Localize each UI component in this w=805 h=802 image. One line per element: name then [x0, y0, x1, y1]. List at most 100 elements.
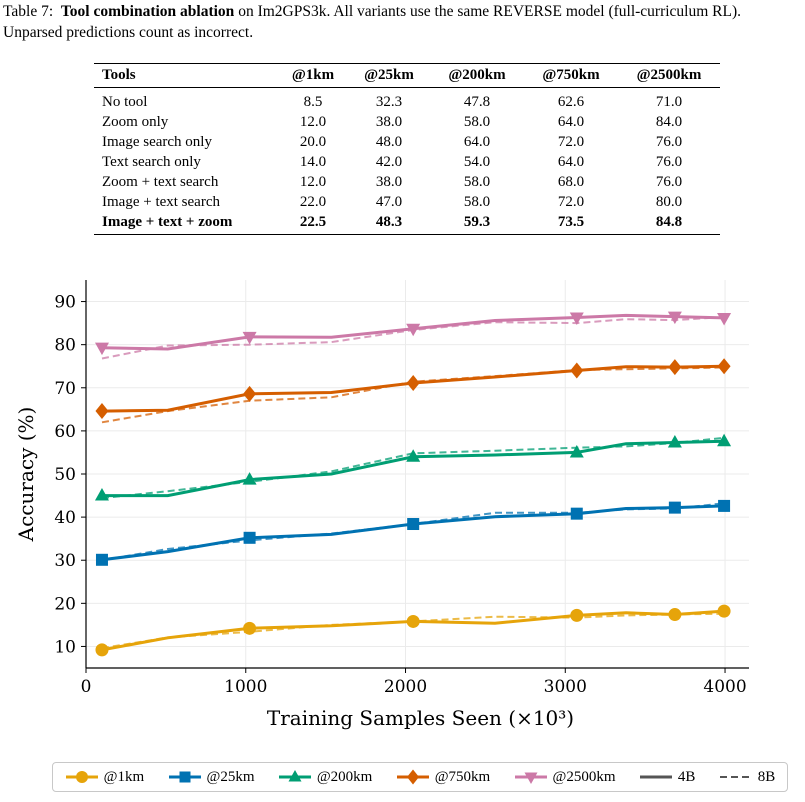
legend-swatch [396, 769, 429, 785]
series-line-4b [102, 439, 725, 498]
data-point [524, 772, 538, 784]
table-cell: 20.0 [299, 134, 327, 150]
data-point [406, 449, 421, 462]
table-cell: 8.5 [303, 94, 323, 110]
data-point [570, 507, 583, 520]
y-axis-title: Accuracy (%) [14, 407, 38, 543]
table-cell: 47.0 [375, 194, 403, 210]
data-point [179, 771, 191, 783]
table-cell: 54.0 [463, 154, 491, 170]
legend-label: 4B [677, 768, 696, 785]
legend-swatch [278, 770, 311, 782]
data-point [718, 499, 731, 512]
legend-swatch [719, 776, 752, 778]
row-label: Zoom + text search [102, 174, 219, 190]
table-cell: 48.0 [375, 134, 403, 150]
x-axis-title: Training Samples Seen (×10³) [267, 706, 574, 730]
data-point [95, 643, 109, 657]
table-cell: 76.0 [655, 134, 683, 150]
legend-label: @200km [316, 768, 373, 785]
data-point [717, 433, 732, 447]
col-header-750km: @750km [542, 67, 600, 83]
row-label: Text search only [102, 154, 201, 170]
data-point [668, 501, 681, 514]
data-point [406, 375, 420, 392]
data-point [570, 608, 584, 622]
data-point [667, 435, 682, 448]
table-cell: 47.8 [463, 94, 491, 110]
y-tick-label: 30 [54, 551, 76, 571]
series-1km [95, 604, 731, 657]
data-point [243, 385, 257, 402]
legend-item: @2500km [514, 769, 616, 786]
col-header-200km: @200km [448, 67, 506, 83]
series-line-4b [101, 609, 725, 652]
legend-item: @750km [396, 769, 490, 786]
results-table: Tools @1km @25km @200km @750km @2500km N… [94, 63, 720, 235]
y-tick-label: 10 [54, 637, 76, 657]
table-cell: 80.0 [655, 194, 683, 210]
data-point [94, 342, 109, 356]
data-point [243, 531, 256, 544]
table-row: No tool 8.5 32.3 47.8 62.6 71.0 [94, 88, 720, 113]
table-cell: 12.0 [299, 174, 327, 190]
table-cell: 64.0 [463, 134, 491, 150]
series-line-8b [101, 502, 725, 562]
row-label: Zoom only [102, 114, 169, 130]
chart-grid [85, 280, 749, 668]
table-cell: 38.0 [375, 114, 403, 130]
legend-swatch [639, 775, 672, 779]
data-point [717, 312, 732, 326]
data-point [243, 621, 257, 635]
legend-item: @25km [168, 769, 255, 786]
series-2500km [94, 311, 732, 360]
col-header-2500km: @2500km [636, 67, 702, 83]
table-cell: 14.0 [299, 154, 327, 170]
data-point [406, 769, 419, 785]
data-point [668, 608, 682, 622]
legend-item: @1km [65, 769, 144, 786]
table-cell: 38.0 [375, 174, 403, 190]
data-point [667, 311, 682, 325]
data-point [94, 488, 109, 501]
series-line-4b [101, 364, 725, 413]
data-point [75, 771, 88, 783]
table-body: No tool 8.5 32.3 47.8 62.6 71.0 Zoom only 12.0 3… [94, 88, 720, 235]
col-header-25km: @25km [364, 67, 414, 83]
data-point [668, 359, 682, 376]
table-cell: 42.0 [375, 154, 403, 170]
table-cell: 84.8 [655, 214, 683, 230]
table-cell: 48.3 [375, 214, 403, 230]
y-tick-label: 40 [54, 508, 76, 528]
data-point [242, 331, 257, 345]
table-cell: 62.6 [557, 94, 585, 110]
data-point [242, 472, 257, 485]
row-label: Image search only [102, 134, 212, 150]
legend-swatch [168, 771, 201, 783]
table-cell: 59.3 [463, 214, 491, 230]
caption-bold: Tool combination ablation [60, 3, 235, 20]
series-line-8b [101, 316, 725, 360]
row-label: Image + text + zoom [102, 214, 233, 230]
data-point [95, 553, 108, 566]
table-cell: 58.0 [463, 114, 491, 130]
y-tick-label: 90 [54, 293, 76, 313]
table-caption: Table 7: Tool combination ablation on Im… [3, 1, 803, 43]
table-cell: 73.5 [557, 214, 585, 230]
table-cell: 32.3 [375, 94, 403, 110]
table-row: Image + text search 22.0 47.0 58.0 72.0 80.0 [94, 192, 720, 212]
col-header-1km: @1km [291, 67, 335, 83]
table-cell: 22.5 [299, 214, 327, 230]
table-cell: 12.0 [299, 114, 327, 130]
y-tick-label: 80 [54, 336, 76, 356]
legend-label: @2500km [552, 768, 616, 785]
table-cell: 71.0 [655, 94, 683, 110]
table-row: Zoom only 12.0 38.0 58.0 64.0 84.0 [94, 112, 720, 132]
series-25km [95, 499, 731, 566]
legend-label: @1km [103, 768, 145, 785]
chart-legend: @1km @25km @200km @750km @2500km 4B 8B [52, 762, 788, 792]
row-label: No tool [102, 94, 148, 110]
table-row: Zoom + text search 12.0 38.0 58.0 68.0 76.0 [94, 172, 720, 192]
data-point [288, 770, 302, 782]
x-tick-label: 2000 [384, 677, 427, 697]
